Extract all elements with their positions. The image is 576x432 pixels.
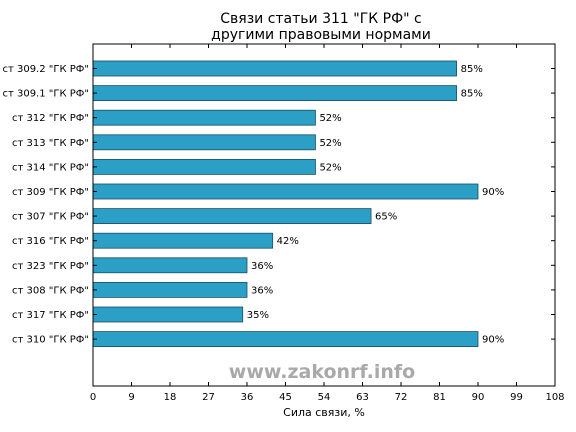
bar (92, 158, 316, 175)
chart-title-line-2: другими правовыми нормами (211, 27, 431, 43)
value-label: 52% (319, 138, 341, 149)
bar (92, 85, 458, 101)
category-label: ст 307 "ГК РФ" (12, 212, 89, 223)
category-label: ст 309 "ГК РФ" (12, 187, 89, 198)
x-tick-label: 36 (241, 392, 254, 403)
value-label: 35% (247, 310, 269, 321)
value-label: 65% (375, 212, 397, 223)
bar (92, 257, 248, 274)
chart-title-line-1: Связи статьи 311 "ГК РФ" с (220, 11, 421, 27)
bar (92, 208, 372, 225)
x-axis-label: Сила связи, % (283, 406, 365, 419)
x-tick-label: 99 (510, 392, 523, 403)
category-label: ст 323 "ГК РФ" (12, 261, 89, 272)
category-label: ст 314 "ГК РФ" (12, 162, 89, 173)
value-label: 36% (251, 261, 273, 272)
x-tick-label: 90 (472, 392, 485, 403)
bar (92, 281, 248, 298)
x-tick-label: 18 (164, 392, 177, 403)
bar (92, 183, 479, 200)
category-label: ст 309.2 "ГК РФ" (2, 64, 89, 75)
category-label: ст 313 "ГК РФ" (12, 138, 89, 149)
bar (92, 134, 316, 151)
x-tick-label: 81 (433, 392, 446, 403)
x-tick-label: 54 (318, 392, 331, 403)
x-tick-label: 9 (128, 392, 134, 403)
x-tick-label: 0 (90, 392, 96, 403)
category-label: ст 308 "ГК РФ" (12, 285, 89, 296)
x-tick-label: 63 (356, 392, 369, 403)
category-label: ст 310 "ГК РФ" (12, 335, 89, 346)
bar (92, 232, 274, 249)
value-label: 36% (251, 285, 273, 296)
category-label: ст 309.1 "ГК РФ" (2, 89, 89, 100)
value-label: 85% (461, 89, 483, 100)
bar (92, 60, 458, 77)
value-label: 52% (319, 113, 341, 124)
value-label: 42% (277, 236, 299, 247)
plot-area-frame (92, 43, 556, 387)
value-label: 52% (319, 162, 341, 173)
category-label: ст 312 "ГК РФ" (12, 113, 89, 124)
value-label: 90% (482, 187, 504, 198)
x-tick-label: 27 (202, 392, 215, 403)
value-label: 90% (482, 335, 504, 346)
category-label: ст 317 "ГК РФ" (12, 310, 89, 321)
x-tick-label: 45 (279, 392, 292, 403)
category-label: ст 316 "ГК РФ" (12, 236, 89, 247)
value-label: 85% (461, 64, 483, 75)
bar (92, 331, 479, 348)
x-tick-label: 108 (545, 392, 564, 403)
watermark: www.zakonrf.info (229, 361, 415, 383)
bar (92, 109, 316, 126)
x-tick-label: 72 (395, 392, 408, 403)
bar (92, 306, 244, 323)
